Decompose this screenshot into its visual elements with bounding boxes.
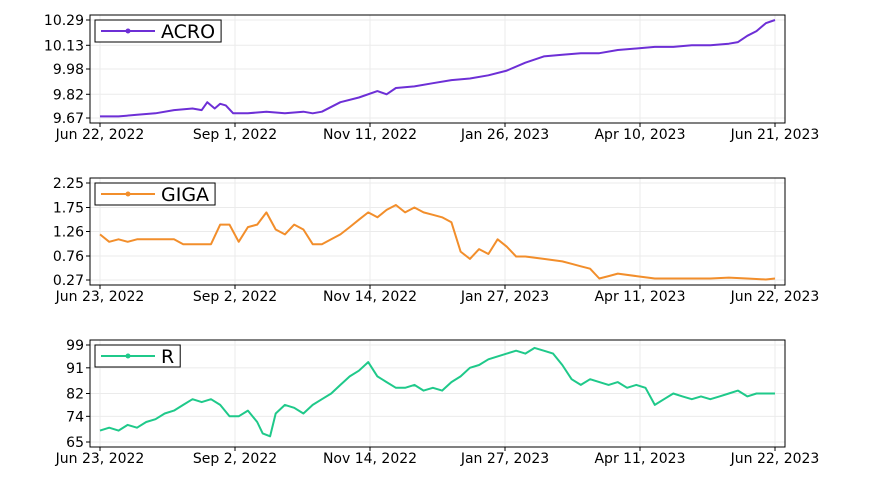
legend-swatch-marker (125, 28, 131, 34)
y-tick-label: 10.29 (44, 13, 84, 29)
series-line-r (99, 346, 775, 438)
x-tick-label: Apr 11, 2023 (594, 289, 685, 305)
y-tick-label: 91 (66, 361, 84, 377)
x-tick-label: Nov 14, 2022 (323, 289, 417, 305)
y-tick-label: 9.98 (53, 62, 84, 78)
legend: R (94, 344, 181, 368)
y-tick-label: 1.26 (53, 225, 84, 241)
x-tick-label: Apr 10, 2023 (594, 127, 685, 143)
x-tick-label: Sep 2, 2022 (193, 451, 277, 467)
legend-label: R (161, 346, 174, 368)
legend-swatch-marker (125, 353, 131, 359)
x-tick-label: Jun 21, 2023 (730, 127, 820, 143)
y-tick-label: 65 (66, 435, 84, 451)
y-tick-label: 9.67 (53, 111, 84, 127)
x-tick-label: Sep 2, 2022 (193, 289, 277, 305)
x-tick-label: Jan 27, 2023 (460, 451, 549, 467)
x-tick-label: Jun 23, 2022 (55, 289, 145, 305)
y-tick-label: 10.13 (44, 38, 84, 54)
legend-box (94, 182, 216, 206)
x-tick-label: Jun 22, 2023 (730, 289, 820, 305)
plot-border (89, 14, 786, 124)
plot-border (89, 177, 786, 286)
y-tick-label: 2.25 (53, 176, 84, 192)
legend-box (94, 19, 222, 43)
legend-swatch-marker (125, 191, 131, 197)
y-tick-label: 0.27 (53, 273, 84, 289)
series-line-giga (99, 204, 776, 281)
plot-border (89, 339, 786, 448)
y-tick-label: 1.75 (53, 200, 84, 216)
legend-label: GIGA (161, 184, 209, 206)
y-tick-label: 0.76 (53, 249, 84, 265)
legend: GIGA (94, 182, 216, 206)
series-line-acro (100, 19, 776, 118)
x-tick-label: Nov 11, 2022 (323, 127, 417, 143)
chart-panel-3: Jun 23, 2022 Sep 2, 2022 Nov 14, 2022 Jan 2… (55, 338, 820, 467)
y-tick-label: 9.82 (53, 87, 84, 103)
x-tick-label: Jan 27, 2023 (460, 289, 549, 305)
x-tick-label: Jun 22, 2022 (55, 127, 145, 143)
legend: ACRO (94, 19, 222, 43)
x-tick-label: Jun 22, 2023 (730, 451, 820, 467)
y-tick-label: 99 (66, 338, 84, 354)
chart-panel-1: Jun 22, 2022 Sep 1, 2022 Nov 11, 2022 Jan 2… (44, 13, 819, 143)
y-tick-label: 74 (66, 409, 84, 425)
x-tick-label: Jan 26, 2023 (460, 127, 549, 143)
x-tick-label: Jun 23, 2022 (55, 451, 145, 467)
chart-panel-2: Jun 23, 2022 Sep 2, 2022 Nov 14, 2022 Jan 2… (53, 176, 820, 305)
x-tick-label: Apr 11, 2023 (594, 451, 685, 467)
legend-label: ACRO (161, 21, 215, 43)
x-tick-label: Nov 14, 2022 (323, 451, 417, 467)
y-tick-label: 82 (66, 387, 84, 403)
x-tick-label: Sep 1, 2022 (193, 127, 277, 143)
